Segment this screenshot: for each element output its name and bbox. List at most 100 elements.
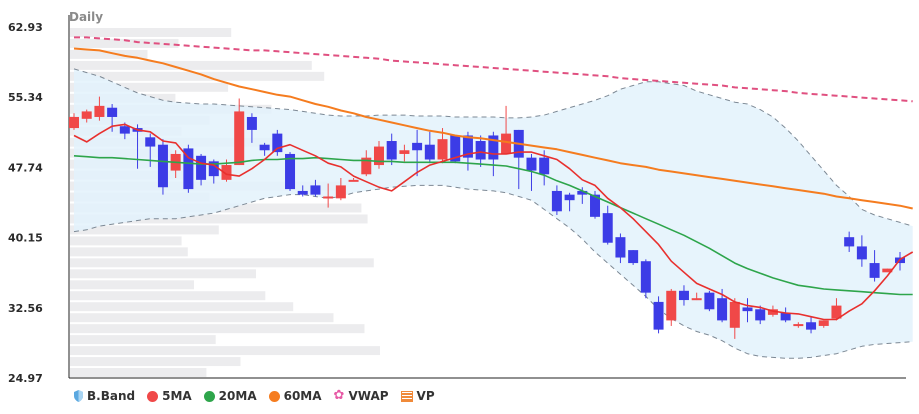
price-chart: 62.93 55.34 47.74 40.15 32.56 24.97 Daily <box>8 10 914 385</box>
candle-body <box>157 144 168 188</box>
candle-body <box>844 237 855 247</box>
candle-body <box>107 107 118 117</box>
legend-item-vwap[interactable]: ✿ VWAP <box>334 389 389 403</box>
volume-profile-bar <box>70 71 325 81</box>
candle-body <box>234 111 245 166</box>
chart-legend: B.Band 5MA 20MA 60MA ✿ VWAP VP <box>74 386 441 406</box>
legend-label-5ma: 5MA <box>162 389 192 403</box>
volume-profile-bar <box>70 258 374 268</box>
candle-body <box>221 165 232 180</box>
orange-dot-icon <box>268 390 280 402</box>
candle-body <box>475 141 486 160</box>
candle-body <box>742 307 753 312</box>
candle-body <box>501 133 512 154</box>
bollinger-lower-line <box>73 184 913 359</box>
volume-profile-bar <box>70 324 365 334</box>
legend-item-bband[interactable]: B.Band <box>74 389 135 403</box>
candle-body <box>437 139 448 160</box>
candle-body <box>780 312 791 321</box>
volume-profile-bar <box>70 82 229 92</box>
candle-body <box>818 320 829 326</box>
brick-icon <box>400 390 413 402</box>
volume-profile-bar <box>70 225 219 235</box>
legend-label-60ma: 60MA <box>283 389 322 403</box>
candle-body <box>577 190 588 195</box>
candle-body <box>806 322 817 330</box>
candle-body <box>272 133 283 153</box>
legend-label-vp: VP <box>416 389 435 403</box>
volume-profile-bar <box>70 302 294 312</box>
candle-body <box>285 153 296 190</box>
candle-body <box>666 290 677 321</box>
candle-body <box>310 185 321 195</box>
volume-profile-bar <box>70 313 334 323</box>
candle-body <box>335 185 346 199</box>
volume-profile-bar <box>70 28 232 37</box>
candle-body <box>323 196 334 199</box>
candle-body <box>767 309 778 315</box>
candle-body <box>653 301 664 330</box>
candle-body <box>717 298 728 321</box>
candle-body <box>246 116 257 130</box>
legend-item-vp[interactable]: VP <box>400 389 435 403</box>
volume-profile-bar <box>70 236 182 246</box>
candle-body <box>259 144 270 151</box>
candle-body <box>462 135 473 158</box>
volume-profile-bar <box>70 335 216 345</box>
candle-body <box>361 157 372 175</box>
volume-profile-bar <box>70 60 312 70</box>
candle-body <box>590 194 601 217</box>
candle-body <box>145 137 156 147</box>
ma120-line <box>74 36 913 103</box>
volume-profile-bar <box>70 38 179 48</box>
candle-body <box>94 105 105 117</box>
y-tick-label: 24.97 <box>8 372 43 385</box>
candle-body <box>399 150 410 154</box>
ma60-line <box>73 47 913 210</box>
volume-profile-bar <box>70 280 194 290</box>
ma20-line <box>73 155 913 296</box>
candle-body <box>602 213 613 243</box>
volume-profile-bar <box>70 49 148 59</box>
legend-label-bband: B.Band <box>87 389 136 403</box>
candle-body <box>526 157 537 171</box>
candle-body <box>424 144 435 160</box>
candle-body <box>640 261 651 293</box>
candle-body <box>386 141 397 160</box>
candle-body <box>704 292 715 310</box>
candle-body <box>691 298 702 301</box>
legend-label-vwap: VWAP <box>348 389 389 403</box>
legend-label-20ma: 20MA <box>218 389 257 403</box>
volume-profile-bar <box>70 346 380 356</box>
legend-item-20ma[interactable]: 20MA <box>203 389 257 403</box>
volume-profile-bar <box>70 357 241 367</box>
volume-profile-bar <box>70 247 188 257</box>
volume-profile-bar <box>70 269 256 279</box>
candle-body <box>81 111 92 119</box>
flower-icon: ✿ <box>333 388 345 403</box>
candle-body <box>119 126 130 134</box>
candle-body <box>755 309 766 321</box>
candle-body <box>373 146 384 166</box>
candle-body <box>488 135 499 160</box>
candle-body <box>208 161 219 177</box>
y-tick-label: 62.93 <box>8 21 43 34</box>
candle-body <box>348 179 359 182</box>
candle-body <box>615 237 626 258</box>
candle-body <box>564 194 575 201</box>
legend-item-5ma[interactable]: 5MA <box>147 389 192 403</box>
ma5-line <box>73 123 914 321</box>
shield-icon <box>74 390 83 402</box>
candle-body <box>69 116 79 129</box>
y-tick-label: 32.56 <box>8 302 43 315</box>
candle-body <box>729 301 740 328</box>
candle-body <box>450 135 461 162</box>
candle-body <box>297 190 308 195</box>
bollinger-upper-line <box>73 68 913 227</box>
y-tick-label: 40.15 <box>8 232 43 245</box>
green-dot-icon <box>203 390 215 402</box>
candle-body <box>183 148 194 190</box>
candle-body <box>628 250 639 264</box>
red-dot-icon <box>147 390 159 402</box>
legend-item-60ma[interactable]: 60MA <box>268 389 322 403</box>
